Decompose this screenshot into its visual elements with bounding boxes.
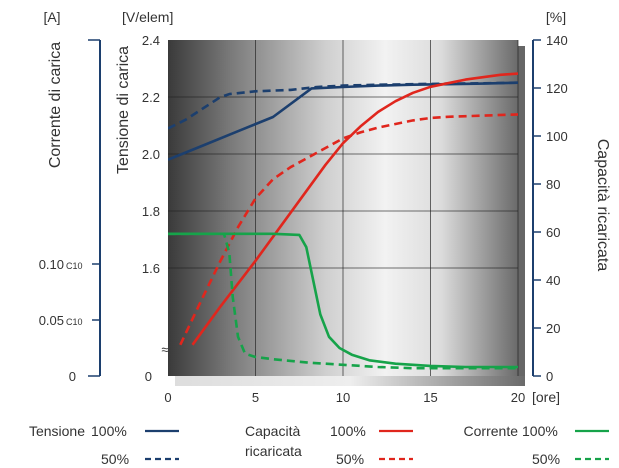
current-axis-title: Corrente di carica	[47, 42, 64, 168]
capacity-tick-label: 140	[546, 33, 568, 48]
series-line-voltage-50	[168, 81, 518, 130]
x-tick-label: 10	[336, 390, 350, 405]
current-tick-label: 0.05	[39, 313, 64, 328]
voltage-tick-label: 2.4	[142, 33, 160, 48]
legend: Tensione 100% 50% Capacità ricaricata 100% 50%…	[29, 423, 609, 467]
current-tick-label: 0	[69, 369, 76, 384]
capacity-axis-title: Capacità ricaricata	[594, 139, 611, 272]
legend-title: Corrente	[464, 423, 519, 439]
voltage-axis-title: Tensione di carica	[115, 46, 132, 174]
x-tick-label: 20	[511, 390, 525, 405]
voltage-tick-label: 2.0	[142, 147, 160, 162]
capacity-tick-label: 60	[546, 225, 560, 240]
legend-label-100: 100%	[330, 423, 366, 439]
plot-shadow-strip	[175, 376, 525, 386]
legend-title: Capacità	[245, 423, 300, 439]
legend-title: ricaricata	[245, 443, 302, 459]
voltage-tick-label: 1.8	[142, 204, 160, 219]
capacity-tick-label: 20	[546, 321, 560, 336]
current-tick-label: 0.10	[39, 257, 64, 272]
legend-label-100: 100%	[522, 423, 558, 439]
capacity-tick-label: 40	[546, 273, 560, 288]
voltage-zero-label: 0	[145, 369, 152, 384]
capacity-tick-label: 0	[546, 369, 553, 384]
capacity-tick-label: 100	[546, 129, 568, 144]
voltage-tick-label: 1.6	[142, 261, 160, 276]
x-tick-label: 0	[164, 390, 171, 405]
legend-label-50: 50%	[336, 451, 364, 467]
x-tick-label: 5	[252, 390, 259, 405]
voltage-tick-label: 2.2	[142, 90, 160, 105]
current-tick-subscript: C10	[66, 261, 83, 271]
legend-title: Tensione	[29, 423, 85, 439]
current-unit-label: [A]	[43, 9, 60, 25]
series-line-current-100	[168, 232, 518, 369]
x-tick-label: 15	[423, 390, 437, 405]
axis-break-symbol: ≈	[161, 342, 168, 357]
series-line-capacity-100	[191, 72, 518, 346]
series-layer	[168, 72, 518, 370]
legend-label-50: 50%	[532, 451, 560, 467]
legend-label-50: 50%	[101, 451, 129, 467]
current-tick-subscript: C10	[66, 317, 83, 327]
series-line-current-50	[168, 232, 518, 370]
plot-shadow-right	[518, 46, 525, 376]
voltage-unit-label: [V/elem]	[122, 9, 173, 25]
x-unit-label: [ore]	[532, 389, 560, 405]
capacity-tick-label: 120	[546, 81, 568, 96]
legend-label-100: 100%	[91, 423, 127, 439]
capacity-tick-label: 80	[546, 177, 560, 192]
grid-lines	[168, 40, 519, 376]
capacity-unit-label: [%]	[546, 9, 566, 25]
